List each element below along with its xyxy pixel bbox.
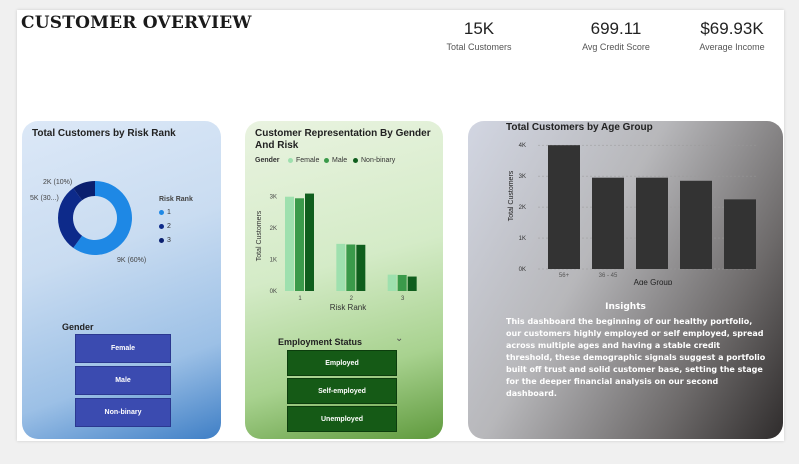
legend-item-female[interactable]: Female [288,157,319,164]
bar-non-binary-rank-1[interactable] [305,193,314,291]
employment-self-employed-button[interactable]: Self-employed [287,378,397,404]
kpi-label: Average Income [699,42,765,52]
kpi-label: Total Customers [446,42,512,52]
legend-label: Non-binary [361,157,396,164]
legend-label: Female [296,157,320,164]
y-tick-label: 0K [270,289,277,295]
donut-slice-3[interactable] [73,181,95,201]
report-canvas: CUSTOMER OVERVIEW 15K Total Customers 69… [17,10,784,441]
legend-item-1[interactable]: 1 [159,209,171,216]
y-tick-label: 2K [519,205,526,211]
bar-female-rank-1[interactable] [285,196,294,291]
risk-donut-chart[interactable] [22,166,221,276]
kpi-average-income: $69.93K Average Income [687,19,777,52]
kpi-value: $69.93K [700,19,764,38]
legend-item-male[interactable]: Male [324,157,347,164]
age-bar[interactable] [636,177,668,269]
y-tick-label: 3K [519,174,526,180]
slice-label-2: 5K (30...) [30,195,59,202]
x-tick-label: 36 - 45 [599,273,618,279]
donut-slice-1[interactable] [73,181,132,255]
employment-employed-button[interactable]: Employed [287,350,397,376]
y-tick-label: 3K [270,195,277,201]
risk-rank-card: Total Customers by Risk Rank 2K (10%) 5K… [22,121,221,439]
legend-dot [159,238,164,243]
kpi-value: 699.11 [590,19,642,38]
x-tick-label: 3 [401,296,405,302]
age-chart-title: Total Customers by Age Group [506,122,653,133]
x-axis-label: Risk Rank [330,303,367,311]
legend-dot [353,158,358,163]
bar-male-rank-1[interactable] [295,198,304,291]
legend-item-3[interactable]: 3 [159,237,171,244]
gender-legend-title: Gender [255,157,280,164]
legend-item-nonbinary[interactable]: Non-binary [353,157,395,164]
risk-legend-title: Risk Rank [159,196,193,203]
legend-dot [159,210,164,215]
y-tick-label: 2K [270,226,277,232]
legend-label: 1 [167,209,171,216]
bar-male-rank-2[interactable] [346,244,356,291]
kpi-avg-credit-score: 699.11 Avg Credit Score [571,19,661,52]
kpi-label: Avg Credit Score [582,42,650,52]
y-axis-label: Total Customers [256,210,263,261]
gender-nonbinary-button[interactable]: Non-binary [75,398,171,427]
legend-dot [288,158,293,163]
gender-risk-card: Customer Representation By Gender And Ri… [245,121,443,439]
age-bar[interactable] [548,145,580,269]
donut-slice-2[interactable] [57,188,83,248]
age-bar[interactable] [724,199,756,269]
y-axis-label: Total Customers [508,170,515,221]
slice-label-1: 9K (60%) [117,257,147,264]
age-group-bar-chart[interactable]: Total Customers 4K 3K 2K 1K 0K 56+ 36 - 45 Age G… [468,135,783,285]
chevron-down-icon[interactable]: ⌄ [395,333,404,344]
legend-dot [324,158,329,163]
page-title: CUSTOMER OVERVIEW [21,13,252,33]
age-bar[interactable] [680,180,712,269]
x-tick-label: 2 [350,296,354,302]
age-bar[interactable] [592,177,624,269]
x-tick-label: 1 [298,296,302,302]
x-tick-label: 56+ [559,273,570,279]
y-tick-label: 1K [270,258,277,264]
gender-female-button[interactable]: Female [75,334,171,363]
gender-male-button[interactable]: Male [75,366,171,395]
bar-non-binary-rank-3[interactable] [407,276,417,291]
y-tick-label: 0K [519,267,526,273]
bar-non-binary-rank-2[interactable] [356,244,366,291]
bar-female-rank-2[interactable] [336,243,346,291]
kpi-value: 15K [463,19,495,38]
y-tick-label: 4K [519,143,526,149]
bar-female-rank-3[interactable] [387,274,397,291]
legend-label: Male [332,157,348,164]
gender-chart-title-line2: And Risk [255,140,299,151]
insights-title: Insights [605,302,646,312]
bar-male-rank-3[interactable] [397,274,407,291]
legend-dot [159,224,164,229]
gender-chart-title-line1: Customer Representation By Gender [255,128,431,139]
employment-slicer-title: Employment Status [278,337,363,347]
y-tick-label: 1K [519,236,526,242]
legend-label: 3 [167,237,171,244]
gender-risk-bar-chart[interactable]: Total Customers 3K 2K 1K 0K 1 2 3 Risk Rank [245,171,443,311]
risk-chart-title: Total Customers by Risk Rank [32,128,176,139]
insights-text: This dashboard the beginning of our heal… [506,317,766,398]
x-axis-label: Age Group [634,278,673,285]
slice-label-3: 2K (10%) [43,179,73,186]
legend-label: 2 [167,223,171,230]
legend-item-2[interactable]: 2 [159,223,171,230]
kpi-total-customers: 15K Total Customers [434,19,524,52]
employment-unemployed-button[interactable]: Unemployed [287,406,397,432]
age-group-card: Total Customers by Age Group Total Custo… [468,121,783,439]
gender-slicer-title: Gender [62,322,94,332]
